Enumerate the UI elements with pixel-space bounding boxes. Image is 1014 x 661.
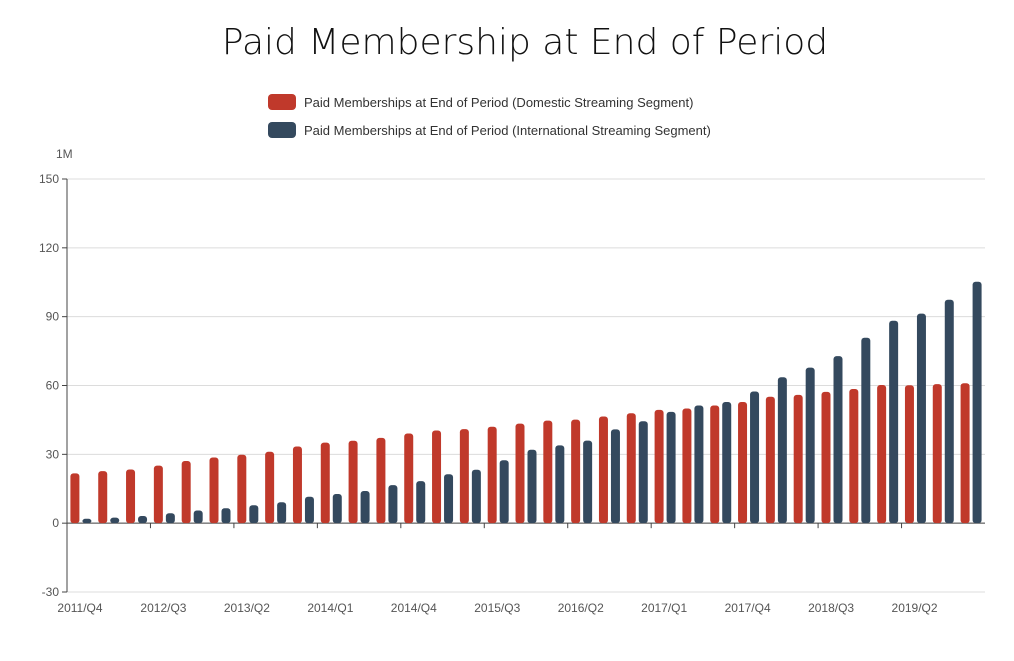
- bar-domestic: [459, 429, 469, 524]
- bar-domestic: [209, 457, 219, 524]
- bar-international: [889, 320, 899, 524]
- bar-international: [972, 281, 982, 524]
- bar-international: [722, 402, 732, 524]
- bar-domestic: [237, 454, 247, 524]
- bar-domestic: [598, 416, 608, 524]
- grid-lines: [67, 178, 985, 593]
- chart-title: Paid Membership at End of Period: [221, 22, 829, 63]
- bar-domestic: [932, 384, 942, 524]
- x-tick-label: 2019/Q2: [892, 601, 938, 615]
- y-tick-label: 60: [46, 379, 60, 393]
- bar-domestic: [70, 473, 80, 524]
- bar-domestic: [98, 471, 108, 524]
- legend-item-international[interactable]: Paid Memberships at End of Period (Inter…: [268, 116, 711, 144]
- bar-international: [165, 513, 175, 524]
- bar-domestic: [904, 385, 914, 524]
- bar-domestic: [543, 420, 553, 524]
- axis-labels: -30 0 30 60 90 120 150 1M 2011/Q4 2012/Q3 2013/Q2 2…: [39, 147, 938, 615]
- bar-international: [666, 411, 676, 524]
- bar-international: [444, 474, 454, 524]
- bar-international: [833, 356, 843, 524]
- bar-international: [193, 510, 203, 524]
- bar-international: [221, 508, 231, 524]
- legend-swatch-international: [268, 122, 296, 138]
- bar-international: [416, 481, 426, 524]
- bar-domestic: [432, 430, 442, 524]
- bar-domestic: [821, 391, 831, 524]
- bar-international: [249, 505, 259, 524]
- bar-international: [944, 299, 954, 524]
- bar-international: [499, 460, 509, 524]
- y-unit-label: 1M: [56, 147, 73, 161]
- bar-international: [805, 367, 815, 524]
- x-tick-label: 2013/Q2: [224, 601, 270, 615]
- bar-international: [471, 469, 481, 524]
- x-tick-label: 2015/Q3: [474, 601, 520, 615]
- bar-international: [527, 449, 537, 524]
- bar-domestic: [320, 442, 330, 524]
- bar-domestic: [877, 385, 887, 524]
- bar-international: [861, 337, 871, 524]
- x-tick-label: 2017/Q1: [641, 601, 687, 615]
- legend: Paid Memberships at End of Period (Domes…: [268, 88, 711, 144]
- bar-domestic: [126, 469, 136, 524]
- bar-international: [750, 391, 760, 524]
- x-tick-label: 2011/Q4: [57, 601, 102, 615]
- bars: [70, 281, 982, 524]
- y-tick-label: 0: [52, 516, 59, 530]
- bar-domestic: [153, 465, 163, 524]
- x-tick-label: 2014/Q4: [391, 601, 437, 615]
- x-tick-label: 2012/Q3: [140, 601, 186, 615]
- bar-international: [110, 517, 120, 524]
- bar-international: [138, 516, 148, 524]
- y-tick-label: 90: [46, 310, 60, 324]
- bar-international: [583, 440, 593, 524]
- x-tick-label: 2016/Q2: [558, 601, 604, 615]
- bar-international: [277, 502, 287, 524]
- y-tick-label: 120: [39, 241, 59, 255]
- bar-international: [610, 429, 620, 524]
- bar-domestic: [265, 451, 275, 524]
- bar-domestic: [849, 388, 859, 524]
- bar-international: [332, 494, 342, 524]
- bar-domestic: [626, 413, 636, 524]
- bar-domestic: [292, 446, 302, 524]
- bar-international: [694, 405, 704, 524]
- bar-domestic: [738, 402, 748, 524]
- bar-domestic: [487, 426, 497, 524]
- bar-domestic: [515, 423, 525, 524]
- bar-domestic: [793, 394, 803, 524]
- bar-domestic: [348, 440, 358, 524]
- legend-swatch-domestic: [268, 94, 296, 110]
- y-tick-label: 150: [39, 172, 59, 186]
- bar-domestic: [376, 437, 386, 524]
- bar-domestic: [654, 409, 664, 524]
- bar-international: [304, 496, 314, 524]
- bar-international: [638, 421, 648, 524]
- y-tick-label: 30: [46, 447, 60, 461]
- legend-item-domestic[interactable]: Paid Memberships at End of Period (Domes…: [268, 88, 711, 116]
- x-tick-label: 2017/Q4: [725, 601, 771, 615]
- axes: [62, 178, 985, 593]
- bar-domestic: [765, 396, 775, 524]
- bar-domestic: [404, 433, 414, 524]
- bar-domestic: [710, 405, 720, 524]
- x-tick-label: 2014/Q1: [307, 601, 353, 615]
- x-tick-label: 2018/Q3: [808, 601, 854, 615]
- bar-international: [555, 445, 565, 524]
- legend-label-international: Paid Memberships at End of Period (Inter…: [304, 122, 711, 138]
- legend-label-domestic: Paid Memberships at End of Period (Domes…: [304, 94, 694, 110]
- bar-international: [916, 313, 926, 524]
- bar-international: [360, 491, 370, 524]
- bar-international: [388, 485, 398, 524]
- bar-domestic: [571, 419, 581, 524]
- bar-domestic: [682, 408, 692, 524]
- bar-international: [777, 377, 787, 524]
- bar-international: [82, 518, 92, 524]
- bar-domestic: [960, 383, 970, 524]
- bar-domestic: [181, 460, 191, 524]
- y-tick-label: -30: [42, 585, 60, 599]
